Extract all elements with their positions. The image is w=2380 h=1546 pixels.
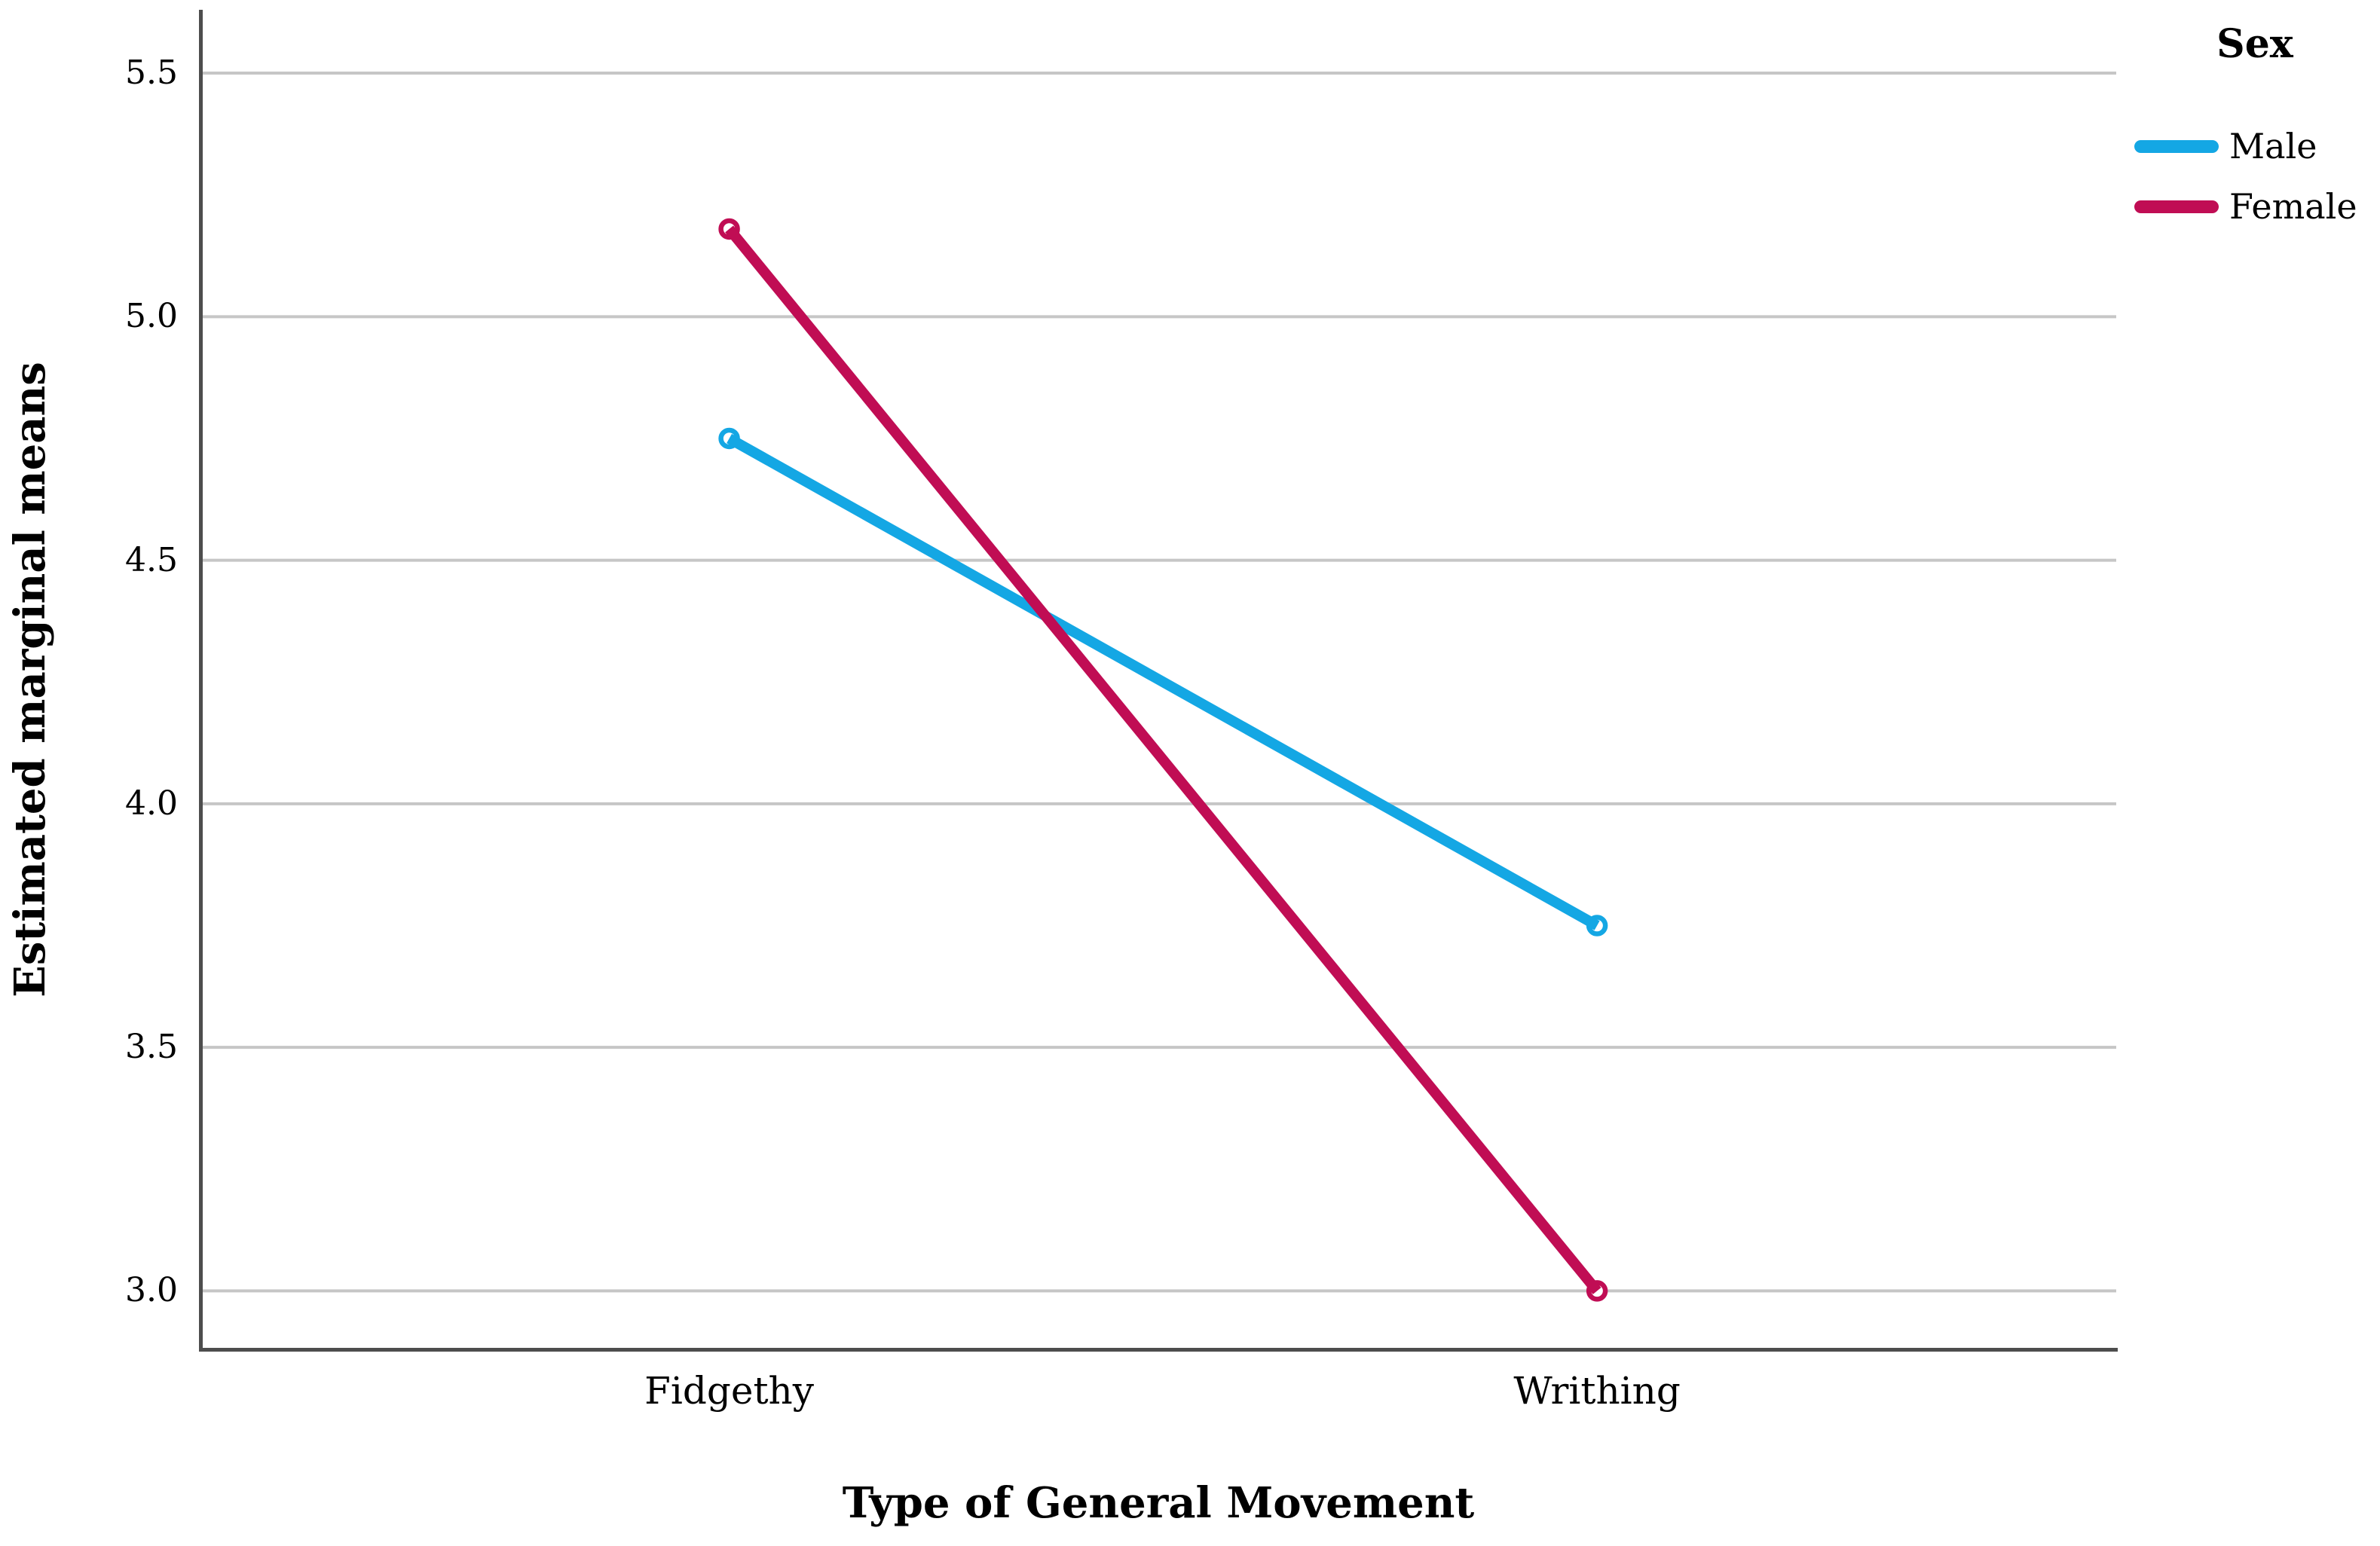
legend-label-female: Female [2229, 186, 2357, 227]
y-tick-label: 3.5 [125, 1028, 178, 1067]
y-tick-label: 3.0 [125, 1271, 178, 1310]
legend-item-female: Female [2134, 188, 2375, 225]
series-line-female [725, 225, 1601, 1294]
legend-items: Male Female [2134, 128, 2375, 225]
legend: Sex Male Female [2134, 21, 2375, 249]
legend-label-male: Male [2229, 126, 2317, 167]
y-tick-label: 4.5 [125, 540, 178, 579]
y-tick-label: 5.0 [125, 297, 178, 336]
legend-swatch-female [2134, 200, 2219, 213]
x-axis-line [199, 1348, 2118, 1352]
legend-title: Sex [2216, 21, 2293, 67]
x-tick-label-fidgethy: Fidgethy [644, 1369, 814, 1413]
x-tick-label-writhing: Writhing [1513, 1369, 1681, 1413]
y-tick-label: 4.0 [125, 784, 178, 823]
y-axis-line [199, 10, 203, 1352]
x-axis-title: Type of General Movement [842, 1478, 1475, 1528]
legend-swatch-male [2134, 139, 2219, 153]
legend-item-male: Male [2134, 128, 2375, 164]
y-tick-label: 5.5 [125, 53, 178, 93]
y-axis-title: Estimated marginal means [5, 362, 55, 998]
series-line-male [727, 433, 1600, 930]
